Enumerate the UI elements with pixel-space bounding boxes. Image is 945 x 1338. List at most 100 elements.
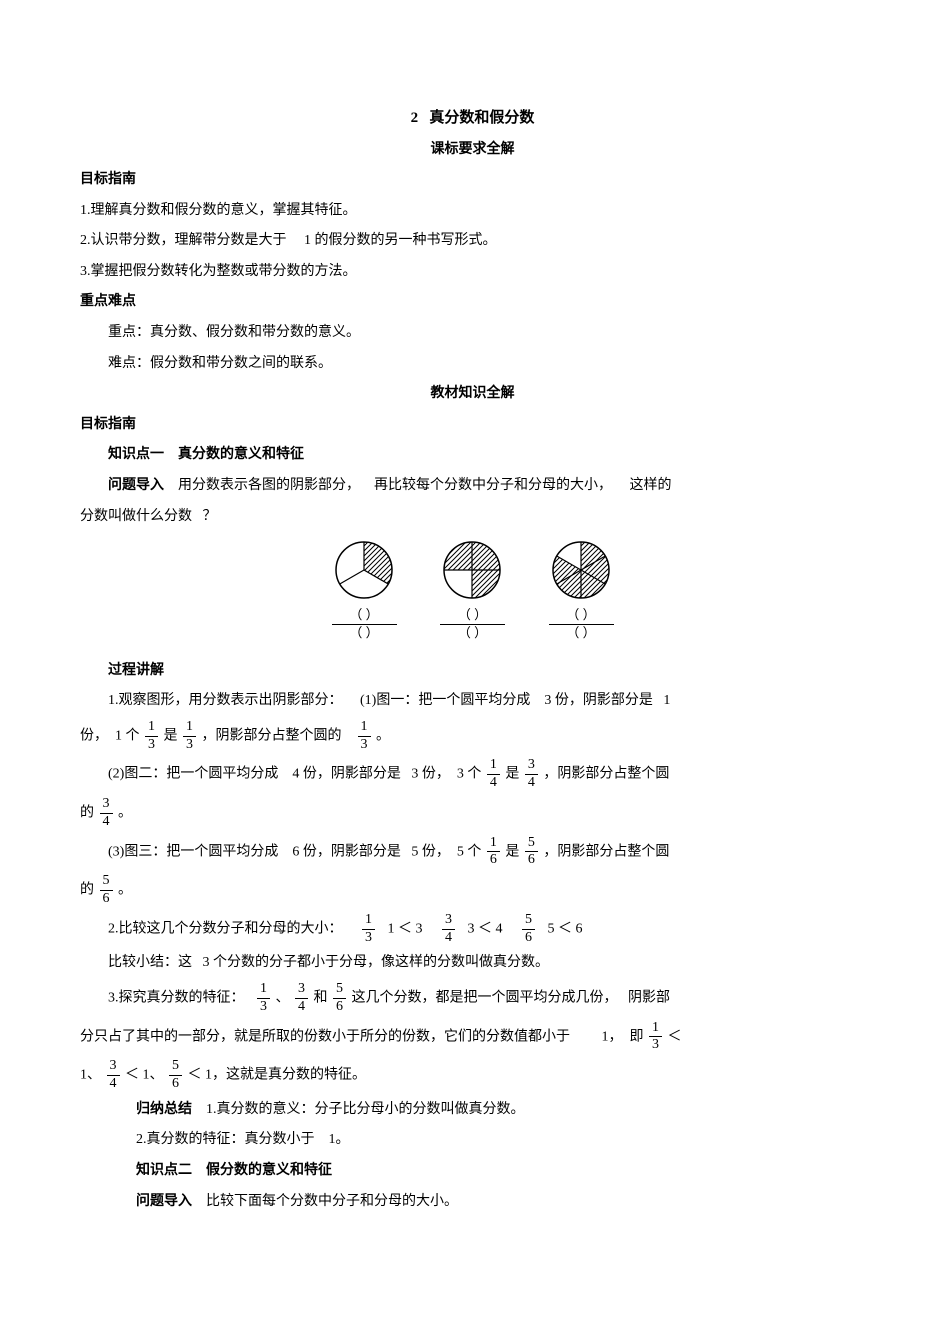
p3c: 5 份， (411, 844, 450, 859)
para-8: 1、 34 ＜ 1、 56 ＜ 1，这就是真分数的特征。 (80, 1058, 865, 1093)
para-3-line2: 的 56 。 (80, 873, 865, 908)
diagram-labels: （ ） （ ） （ ） （ ） （ ） （ ） (80, 607, 865, 647)
p2d: 3 个 (457, 767, 482, 782)
q1d: 分数叫做什么分数 (80, 509, 192, 524)
p3f: ，阴影部分占整个圆 (543, 844, 669, 859)
circle-3-icon (549, 538, 614, 603)
p8b: ＜ 1、 (125, 1068, 164, 1083)
heading-goal: 目标指南 (80, 167, 865, 194)
p1a: 1.观察图形，用分数表示出阴影部分： (108, 693, 343, 708)
p8c: ＜ 1，这就是真分数的特征。 (188, 1068, 367, 1083)
frac-3-4-a: 34 (525, 757, 538, 792)
frac-1-3-cmp: 13 (362, 912, 375, 947)
q1b: 再比较每个分数中分子和分母的大小， (374, 478, 612, 493)
kp1-title: 真分数的意义和特征 (178, 447, 304, 462)
heading-goal-2: 目标指南 (80, 412, 865, 439)
frac-5-6-cmp: 56 (522, 912, 535, 947)
diag-label-3: （ ） （ ） (549, 607, 614, 642)
summary-2-row: 2.真分数的特征：真分数小于 1。 (80, 1127, 865, 1154)
goal-2b: 1 的假分数的另一种书写形式。 (304, 233, 497, 248)
frac-1-3-a: 13 (145, 719, 158, 754)
para-6: 3.探究真分数的特征： 13 、 34 和 56 这几个分数，都是把一个圆平均分… (80, 981, 865, 1016)
kp1-label: 知识点一 (108, 447, 164, 462)
frac-5-6-b: 56 (100, 873, 113, 908)
frac-1-3-b: 13 (183, 719, 196, 754)
p1g: 是 (164, 728, 178, 743)
title-number: 2 (411, 110, 419, 126)
para-7: 分只占了其中的一部分，就是所取的份数小于所分的份数，它们的分数值都小于 1， 即… (80, 1020, 865, 1055)
p3a: (3)图三：把一个圆平均分成 (108, 844, 278, 859)
summary-1-row: 归纳总结 1.真分数的意义：分子比分母小的分数叫做真分数。 (80, 1097, 865, 1124)
frac-5-6-d: 56 (333, 981, 346, 1016)
p6e: 阴影部 (628, 991, 670, 1006)
heading-process: 过程讲解 (80, 658, 865, 685)
p1b: (1)图一：把一个圆平均分成 (360, 693, 530, 708)
p2e: 是 (505, 767, 519, 782)
kp2-row: 知识点二 假分数的意义和特征 (80, 1158, 865, 1185)
q1a: 用分数表示各图的阴影部分， (178, 478, 360, 493)
blank-num-2: （ ） (440, 607, 505, 624)
p1f: 1 个 (115, 728, 140, 743)
para-2-line2: 的 34 。 (80, 796, 865, 831)
p4c: 3 ＜ 4 (468, 921, 503, 936)
p5b: 3 个分数的分子都小于分母，像这样的分数叫做真分数。 (203, 955, 550, 970)
blank-den-1: （ ） (332, 624, 397, 642)
frac-1-3-e: 13 (649, 1020, 662, 1055)
p6c: 和 (314, 991, 328, 1006)
kp2-title: 假分数的意义和特征 (206, 1163, 332, 1178)
keypoint-nd: 难点：假分数和带分数之间的联系。 (80, 351, 865, 378)
p2b: 4 份，阴影部分是 (292, 767, 401, 782)
doc-title: 2 真分数和假分数 (80, 104, 865, 133)
frac-3-4-e: 34 (107, 1058, 120, 1093)
frac-1-6: 16 (487, 835, 500, 870)
q1e: ？ (203, 509, 217, 524)
keypoint-zd: 重点：真分数、假分数和带分数的意义。 (80, 320, 865, 347)
para-3-line1: (3)图三：把一个圆平均分成 6 份，阴影部分是 5 份， 5 个 16 是 5… (80, 835, 865, 870)
circle-1-icon (332, 538, 397, 603)
p6d: 这几个分数，都是把一个圆平均分成几份， (352, 991, 618, 1006)
kp2-label: 知识点二 (136, 1163, 192, 1178)
p2f: ，阴影部分占整个圆 (543, 767, 669, 782)
question-1-row2: 分数叫做什么分数 ？ (80, 504, 865, 531)
p5a: 比较小结：这 (108, 955, 192, 970)
question-1-row: 问题导入 用分数表示各图的阴影部分， 再比较每个分数中分子和分母的大小， 这样的 (80, 473, 865, 500)
summary-1: 1.真分数的意义：分子比分母小的分数叫做真分数。 (206, 1102, 525, 1117)
p1d: 1 (663, 693, 670, 708)
diag-label-2: （ ） （ ） (440, 607, 505, 642)
goal-2: 2.认识带分数，理解带分数是大于 1 的假分数的另一种书写形式。 (80, 228, 865, 255)
p2h: 。 (118, 806, 132, 821)
circle-2-icon (440, 538, 505, 603)
p7a: 分只占了其中的一部分，就是所取的份数小于所分的份数，它们的分数值都小于 (80, 1029, 570, 1044)
q1c: 这样的 (630, 478, 672, 493)
question-2-row: 问题导入 比较下面每个分数中分子和分母的大小。 (80, 1189, 865, 1216)
circle-diagrams (80, 538, 865, 603)
goal-2a: 2.认识带分数，理解带分数是大于 (80, 233, 287, 248)
kp1-row: 知识点一 真分数的意义和特征 (80, 442, 865, 469)
p7d: ＜ (668, 1029, 682, 1044)
frac-1-4: 14 (487, 757, 500, 792)
diag-label-1: （ ） （ ） (332, 607, 397, 642)
gn2a: 2.真分数的特征：真分数小于 (136, 1132, 315, 1147)
blank-num-3: （ ） (549, 607, 614, 624)
summary-label: 归纳总结 (136, 1102, 192, 1117)
para-2-line1: (2)图二：把一个圆平均分成 4 份，阴影部分是 3 份， 3 个 14 是 3… (80, 757, 865, 792)
p7c: 即 (630, 1029, 644, 1044)
p3e: 是 (505, 844, 519, 859)
frac-1-3-c: 13 (358, 719, 371, 754)
heading-keypoint: 重点难点 (80, 289, 865, 316)
p1h: ，阴影部分占整个圆的 (202, 728, 342, 743)
blank-den-2: （ ） (440, 624, 505, 642)
p3d: 5 个 (457, 844, 482, 859)
p2a: (2)图二：把一个圆平均分成 (108, 767, 278, 782)
frac-1-3-d: 13 (257, 981, 270, 1016)
frac-3-4-d: 34 (295, 981, 308, 1016)
p3g: 的 (80, 883, 94, 898)
subtitle-2: 教材知识全解 (80, 381, 865, 408)
subtitle-1: 课标要求全解 (80, 137, 865, 164)
title-text: 真分数和假分数 (429, 110, 534, 126)
p4d: 5 ＜ 6 (548, 921, 583, 936)
q-label: 问题导入 (108, 478, 164, 493)
p3h: 。 (118, 883, 132, 898)
para-1-line2: 份， 1 个 13 是 13 ，阴影部分占整个圆的 13 。 (80, 719, 865, 754)
para-1-line1: 1.观察图形，用分数表示出阴影部分： (1)图一：把一个圆平均分成 3 份，阴影… (80, 688, 865, 715)
